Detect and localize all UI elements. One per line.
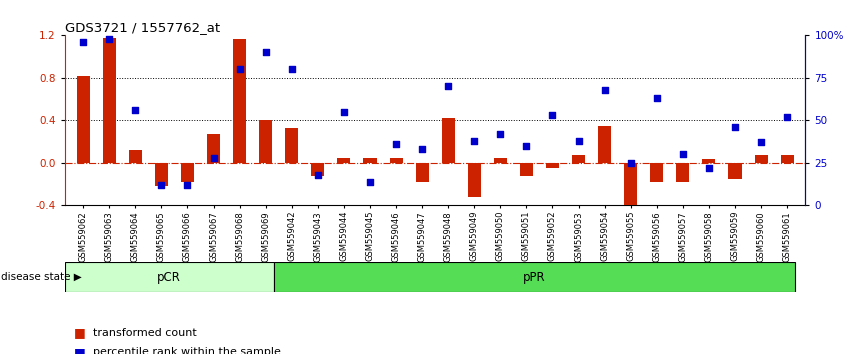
Text: transformed count: transformed count bbox=[93, 328, 197, 338]
Point bbox=[102, 36, 116, 42]
Bar bbox=[65, 262, 274, 292]
Point bbox=[520, 143, 533, 149]
Point bbox=[624, 160, 637, 166]
Bar bbox=[233, 39, 246, 163]
Point bbox=[728, 124, 742, 130]
Bar bbox=[598, 126, 611, 163]
Point bbox=[572, 138, 585, 144]
Point bbox=[285, 67, 299, 72]
Point bbox=[207, 155, 221, 161]
Bar bbox=[129, 150, 142, 163]
Point bbox=[702, 165, 716, 171]
Bar bbox=[728, 163, 741, 179]
Text: GDS3721 / 1557762_at: GDS3721 / 1557762_at bbox=[65, 21, 220, 34]
Point bbox=[337, 109, 351, 115]
Bar bbox=[442, 118, 455, 163]
Bar bbox=[259, 120, 272, 163]
Bar bbox=[155, 163, 168, 186]
Point bbox=[676, 152, 690, 157]
Bar bbox=[754, 155, 767, 163]
Point bbox=[233, 67, 247, 72]
Bar bbox=[520, 163, 533, 176]
Point bbox=[442, 84, 456, 89]
Text: disease state ▶: disease state ▶ bbox=[1, 272, 81, 282]
Bar bbox=[468, 163, 481, 197]
Text: ■: ■ bbox=[74, 346, 86, 354]
Bar bbox=[650, 163, 663, 182]
Text: percentile rank within the sample: percentile rank within the sample bbox=[93, 347, 281, 354]
Point bbox=[180, 182, 194, 188]
Point bbox=[363, 179, 377, 184]
Bar bbox=[285, 128, 298, 163]
Bar bbox=[390, 158, 403, 163]
Text: pPR: pPR bbox=[523, 270, 546, 284]
Point bbox=[154, 182, 168, 188]
Point bbox=[754, 139, 768, 145]
Point bbox=[415, 147, 429, 152]
Bar bbox=[364, 158, 377, 163]
Bar bbox=[624, 163, 637, 218]
Bar bbox=[181, 163, 194, 182]
Bar bbox=[77, 76, 90, 163]
Bar bbox=[546, 163, 559, 168]
Point bbox=[468, 138, 481, 144]
Point bbox=[598, 87, 611, 93]
Bar bbox=[207, 134, 220, 163]
Bar bbox=[311, 163, 325, 176]
Bar bbox=[416, 163, 429, 182]
Bar bbox=[780, 155, 793, 163]
Bar bbox=[676, 163, 689, 182]
Point bbox=[389, 141, 403, 147]
Text: pCR: pCR bbox=[158, 270, 181, 284]
Bar bbox=[494, 158, 507, 163]
Point bbox=[128, 107, 142, 113]
Point bbox=[311, 172, 325, 178]
Point bbox=[780, 114, 794, 120]
Point bbox=[546, 113, 559, 118]
Point bbox=[494, 131, 507, 137]
Bar bbox=[572, 155, 585, 163]
Bar bbox=[274, 262, 795, 292]
Bar bbox=[103, 38, 116, 163]
Bar bbox=[702, 159, 715, 163]
Bar bbox=[338, 158, 351, 163]
Point bbox=[650, 96, 663, 101]
Point bbox=[259, 50, 273, 55]
Text: ■: ■ bbox=[74, 326, 86, 339]
Point bbox=[76, 39, 90, 45]
